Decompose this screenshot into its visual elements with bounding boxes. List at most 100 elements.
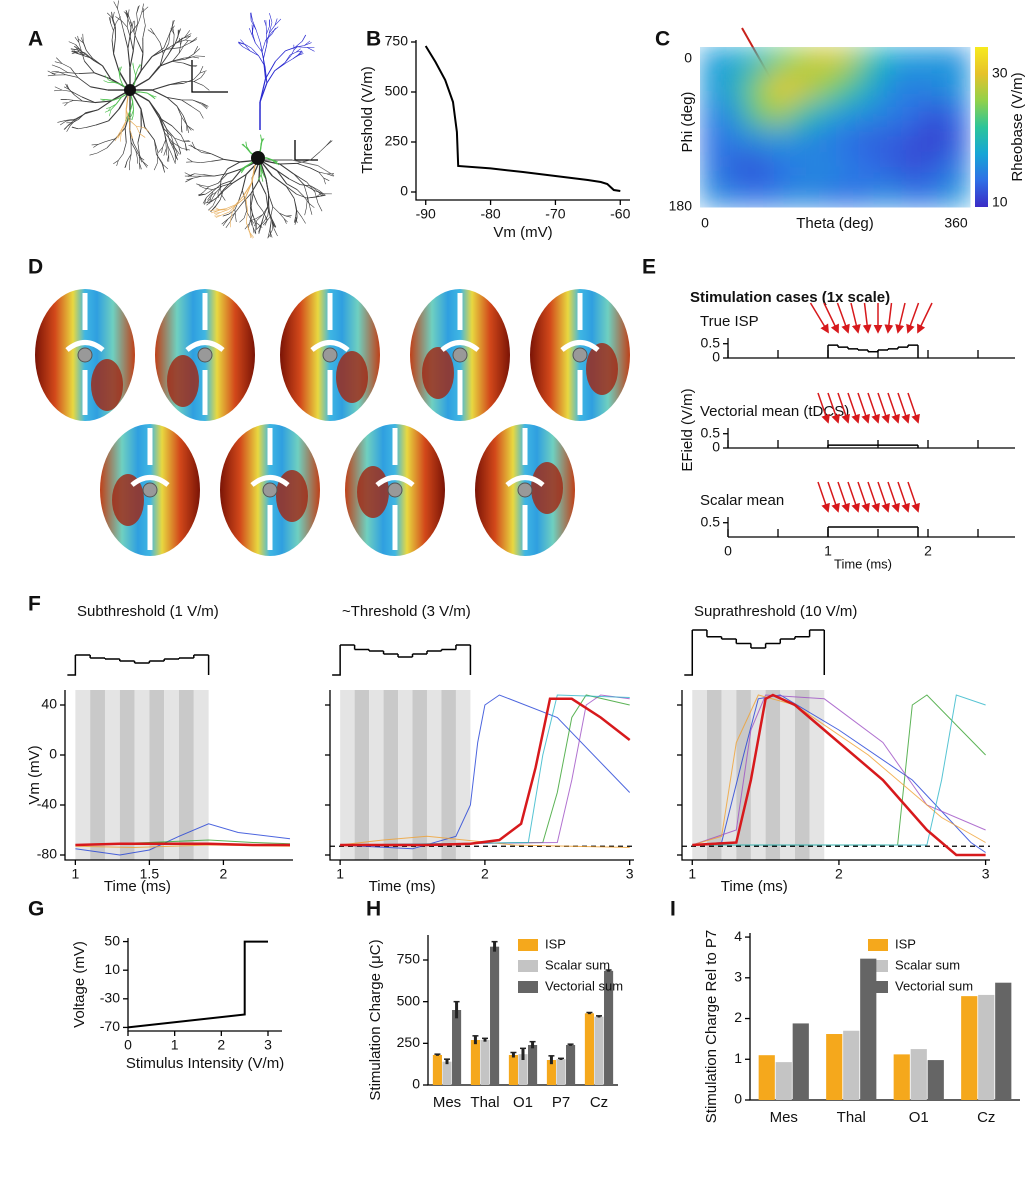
trace <box>692 694 986 846</box>
neurite <box>245 201 247 212</box>
bar <box>792 1023 809 1100</box>
x-axis-label: Vm (mV) <box>493 224 552 241</box>
stim-arrow <box>897 481 910 513</box>
stim-band <box>104 690 120 860</box>
stim-band <box>354 690 370 860</box>
panel-title: Suprathreshold (10 V/m) <box>694 603 857 620</box>
neurite <box>326 173 334 177</box>
neurite <box>284 58 294 65</box>
heat-cell <box>700 100 723 128</box>
bar <box>843 1030 860 1100</box>
neurite <box>250 179 260 194</box>
neurite <box>110 23 114 31</box>
heat-cell <box>947 73 971 101</box>
neurite <box>129 50 134 69</box>
brain-image <box>220 424 320 556</box>
neurite <box>315 195 324 198</box>
y-tick-label: 10 <box>104 961 120 977</box>
heat-cell <box>857 127 881 155</box>
heat-cell <box>947 47 971 75</box>
stim-arrow <box>867 392 880 424</box>
neurite <box>208 183 219 187</box>
neurite <box>203 85 210 91</box>
neurite <box>172 58 186 62</box>
neurite <box>221 218 229 225</box>
neurite <box>260 134 263 142</box>
neurite <box>274 63 285 71</box>
neurite <box>169 81 183 86</box>
neurite <box>134 75 137 84</box>
neurite <box>136 125 144 128</box>
neurite <box>250 218 252 226</box>
legend-label: Vectorial sum <box>545 978 623 993</box>
neurite <box>101 99 107 102</box>
neurite <box>127 108 132 116</box>
heat-cell <box>902 127 926 155</box>
heat-cell <box>722 47 746 75</box>
neurite <box>300 184 312 187</box>
stim-band <box>736 690 751 860</box>
neurite <box>229 212 236 222</box>
heat-cell <box>835 127 858 155</box>
neurite <box>113 1 118 9</box>
panel-label: H <box>366 898 381 921</box>
neurite <box>323 177 330 181</box>
neurite <box>279 162 298 165</box>
neurite <box>292 54 299 59</box>
neurite <box>78 127 87 130</box>
neurite <box>66 119 76 122</box>
neurite <box>120 19 125 34</box>
neurite <box>194 148 203 152</box>
neurite <box>77 53 85 57</box>
neurite <box>221 182 234 187</box>
neurite <box>192 56 200 59</box>
neurite <box>114 82 123 86</box>
neurite <box>81 96 96 103</box>
step-connector <box>827 345 919 358</box>
brain-midline <box>250 428 290 550</box>
brain-midline <box>505 428 545 550</box>
neurite <box>269 22 273 33</box>
neurite <box>207 195 211 201</box>
neurite <box>85 52 94 61</box>
legend-swatch <box>868 981 888 993</box>
bar <box>490 946 500 1085</box>
heat-cell <box>812 47 836 75</box>
heat-cell <box>880 73 903 101</box>
y-axis-label: Phi (deg) <box>679 92 696 153</box>
x-tick-label: Mes <box>770 1109 798 1126</box>
neurite <box>77 38 84 44</box>
neurite <box>303 196 310 204</box>
trace <box>692 694 986 853</box>
bar <box>893 1054 910 1100</box>
neurite <box>185 177 194 183</box>
x-tick-label: O1 <box>513 1094 533 1111</box>
neurite <box>163 36 169 48</box>
neurite <box>140 108 146 128</box>
neurite <box>180 134 186 144</box>
neurite <box>138 152 143 162</box>
neurite <box>279 163 295 175</box>
heat-cell <box>902 153 926 181</box>
y-axis-label: Stimulation Charge Rel to P7 <box>703 930 720 1123</box>
neurite <box>169 25 175 33</box>
x-tick-label: 2 <box>220 866 228 882</box>
x-tick-label: 1 <box>336 866 344 882</box>
stim-arrow <box>857 481 870 513</box>
neurite <box>129 21 133 27</box>
neurite <box>137 142 140 154</box>
heat-cell <box>812 127 836 155</box>
stim-band <box>750 690 766 860</box>
stim-arrow <box>850 302 861 334</box>
bar <box>566 1045 576 1085</box>
neurite <box>71 126 79 130</box>
heat-cell <box>767 73 791 101</box>
neurite <box>119 66 122 73</box>
trace <box>75 823 291 856</box>
neurite <box>108 108 120 122</box>
neurite <box>235 216 237 223</box>
bar <box>594 1016 604 1085</box>
brain-patch <box>167 355 199 407</box>
scale-bar <box>191 60 228 93</box>
neurite <box>61 63 71 69</box>
